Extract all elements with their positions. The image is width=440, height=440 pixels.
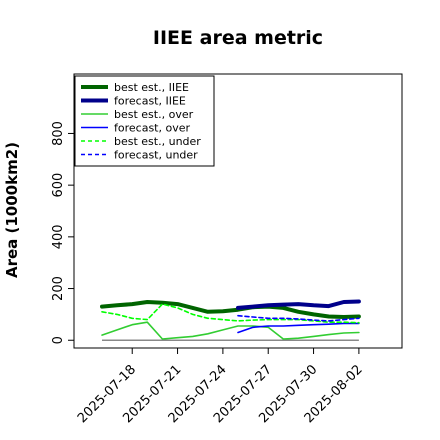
series-line-5 <box>101 303 360 324</box>
series-layer <box>100 299 361 340</box>
legend-label-1: best est., IIEE <box>114 81 189 94</box>
legend-label-4: forecast, over <box>114 122 190 135</box>
y-tick-label: 0 <box>51 336 66 344</box>
series-line-2 <box>236 299 361 310</box>
y-tick-label: 200 <box>51 276 66 301</box>
plot-area-frame <box>73 73 403 349</box>
series-line-3 <box>101 321 360 340</box>
series-line-4 <box>237 322 360 334</box>
y-tick-label: 600 <box>51 173 66 198</box>
y-axis-label: Area (1000km2) <box>3 142 21 278</box>
legend-label-2: forecast, IIEE <box>114 95 186 108</box>
legend-label-6: forecast, under <box>114 149 198 162</box>
series-line-6 <box>237 314 360 322</box>
y-axis-ticks: 0 200 400 600 800 <box>51 121 74 344</box>
series-line-1 <box>100 300 361 319</box>
y-tick-label: 400 <box>51 224 66 249</box>
y-tick-label: 800 <box>51 121 66 146</box>
legend-box <box>74 75 215 167</box>
chart-title: IIEE area metric <box>153 27 323 49</box>
legend-label-5: best est., under <box>114 135 201 148</box>
legend-label-3: best est., over <box>114 108 194 121</box>
x-axis-ticks: 2025-07-182025-07-212025-07-242025-07-27… <box>75 348 366 426</box>
